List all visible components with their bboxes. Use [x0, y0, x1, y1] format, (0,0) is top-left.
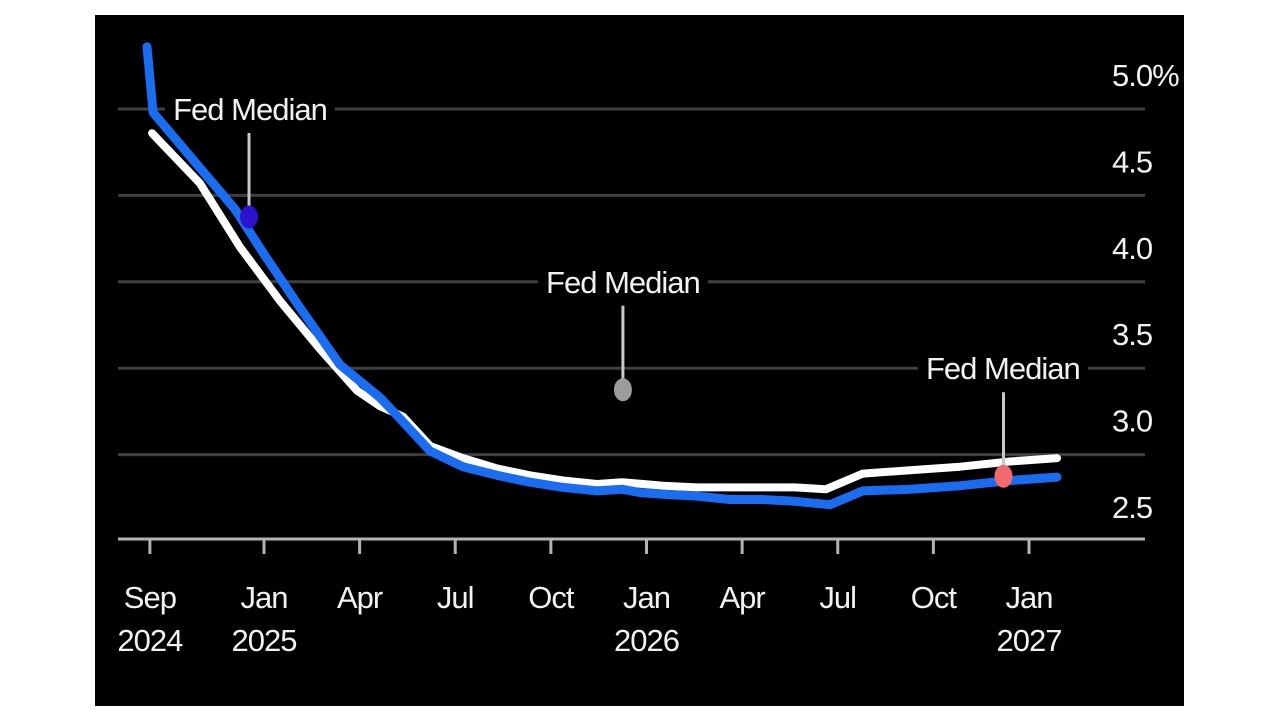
fed-median-annotation-label: Fed Median [546, 265, 700, 300]
x-axis-month-label: Jul [819, 580, 856, 615]
x-axis-year-label: 2025 [232, 623, 297, 658]
x-axis-year-label: 2027 [997, 623, 1062, 658]
series-line-blue-line [142, 42, 1062, 510]
fed-median-annotation-label: Fed Median [173, 92, 327, 127]
y-axis-tick-label: 3.5 [1112, 317, 1152, 352]
annotation-label-backing [917, 350, 1088, 387]
x-axis-year-label: 2024 [117, 623, 183, 658]
x-axis-month-label: Oct [911, 580, 958, 615]
annotation-label-backing [164, 91, 335, 127]
x-axis-month-label: Sep [124, 580, 176, 615]
fed-median-dot [613, 378, 632, 402]
y-axis-tick-label: 4.0 [1112, 231, 1153, 266]
annotation-label-backing [537, 263, 708, 300]
x-axis-month-label: Apr [337, 580, 383, 615]
x-axis-year-label: 2026 [614, 623, 679, 658]
x-axis-month-label: Jan [1006, 580, 1053, 615]
x-axis-month-label: Jan [241, 580, 288, 615]
x-axis-month-label: Oct [528, 580, 575, 615]
fed-median-annotation-label: Fed Median [926, 351, 1080, 386]
fed-median-dot [994, 464, 1013, 488]
series-line-white-line [148, 129, 1061, 494]
y-axis-tick-label: 5.0% [1112, 58, 1179, 93]
fed-median-dot [240, 205, 259, 229]
chart-panel: Sep 2024 Jan 2025 Apr Jul Oct Jan 2026 Apr Jul Oct J… [95, 15, 1184, 706]
x-axis-month-label: Jul [437, 580, 474, 615]
y-axis-tick-label: 4.5 [1112, 144, 1152, 179]
x-axis-month-label: Apr [720, 580, 766, 615]
x-axis-month-label: Jan [623, 580, 670, 615]
y-axis-tick-label: 2.5 [1112, 490, 1152, 525]
fed-rate-path-chart: Sep 2024 Jan 2025 Apr Jul Oct Jan 2026 Apr Jul Oct J… [117, 42, 1180, 658]
y-axis-tick-label: 3.0 [1112, 404, 1153, 439]
